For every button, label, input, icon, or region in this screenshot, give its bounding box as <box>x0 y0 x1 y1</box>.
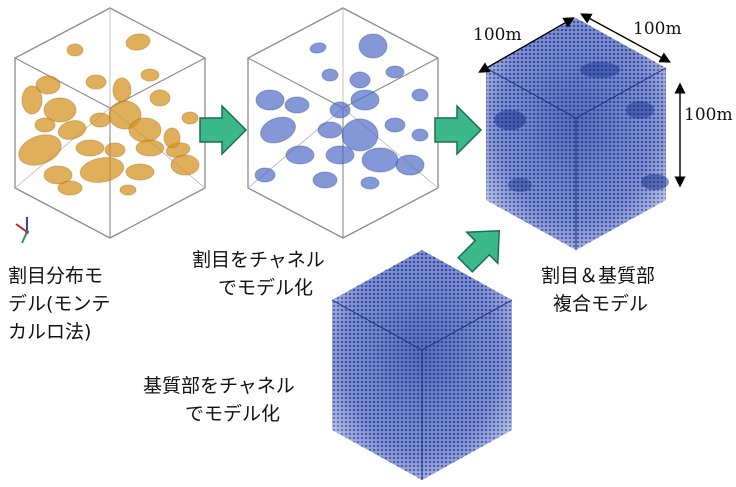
fracture-disc <box>351 90 379 110</box>
fracture-disc <box>86 75 106 89</box>
fracture-disc <box>286 146 314 164</box>
fracture-disc <box>322 69 338 81</box>
label-matrix-channel: 基質部をチャネル でモデル化 <box>143 375 295 425</box>
fracture-disc <box>113 78 131 102</box>
fracture-disc <box>285 97 309 113</box>
fracture-disc <box>182 112 198 124</box>
fracture-disc <box>126 164 154 180</box>
svg-text:割目をチャネル: 割目をチャネル <box>192 249 325 271</box>
fracture-disc <box>256 90 284 110</box>
fracture-disc <box>385 118 405 132</box>
fracture-disc <box>350 72 370 88</box>
fracture-disc <box>136 140 164 156</box>
fracture-distribution-cube <box>15 8 205 238</box>
fracture-disc <box>386 66 404 78</box>
svg-text:割目分布モ: 割目分布モ <box>8 265 103 287</box>
flow-arrow-3 <box>450 215 515 280</box>
fracture-disc <box>141 69 159 81</box>
fracture-disc <box>90 113 110 127</box>
fracture-disc <box>330 102 350 118</box>
flow-arrow-2 <box>435 106 481 154</box>
flow-arrow-1 <box>200 106 246 154</box>
svg-text:割目＆基質部: 割目＆基質部 <box>541 265 655 287</box>
svg-text:カルロ法): カルロ法) <box>8 321 91 343</box>
fracture-disc <box>412 129 428 141</box>
matrix-channel-cube <box>332 250 512 480</box>
fracture-disc <box>35 118 55 132</box>
label-fracture-model: 割目分布モ デル(モンテ カルロ法) <box>8 265 110 343</box>
axis-triad-icon <box>16 217 29 243</box>
svg-text:デル(モンテ: デル(モンテ <box>8 293 110 315</box>
fracture-disc <box>359 34 387 58</box>
dimension-label-right: 100m <box>684 105 733 125</box>
svg-text:基質部をチャネル: 基質部をチャネル <box>143 375 295 397</box>
fracture-disc <box>326 146 354 164</box>
fracture-disc <box>105 143 125 157</box>
fracture-disc <box>150 90 170 106</box>
svg-text:でモデル化: でモデル化 <box>218 277 313 299</box>
fracture-disc <box>67 44 83 56</box>
label-composite-model: 割目＆基質部 複合モデル <box>541 265 655 315</box>
svg-text:複合モデル: 複合モデル <box>553 293 648 315</box>
fracture-disc <box>396 155 424 175</box>
label-fracture-channel: 割目をチャネル でモデル化 <box>192 249 325 299</box>
fracture-disc <box>361 177 379 189</box>
fracture-disc <box>255 168 275 182</box>
fracture-disc <box>313 172 337 188</box>
fracture-disc <box>412 89 428 101</box>
fracture-disc <box>171 155 199 175</box>
dimension-label-top-right: 100m <box>633 19 682 39</box>
fracture-disc <box>318 122 342 138</box>
dimension-label-top-left: 100m <box>473 25 522 45</box>
fracture-disc <box>58 181 82 195</box>
fracture-disc <box>129 118 161 142</box>
fracture-disc <box>22 86 42 114</box>
fracture-channel-cube <box>248 8 438 238</box>
fracture-disc <box>120 185 136 195</box>
fracture-disc <box>342 119 378 151</box>
fracture-disc <box>164 128 180 148</box>
fracture-disc <box>362 148 398 172</box>
fracture-disc <box>76 140 104 156</box>
svg-text:でモデル化: でモデル化 <box>185 403 280 425</box>
